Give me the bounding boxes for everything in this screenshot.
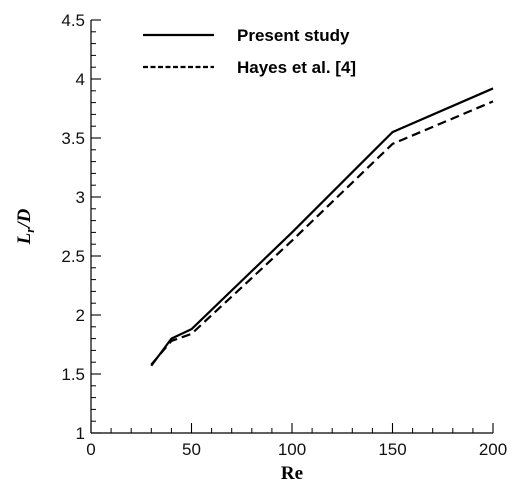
x-ticks: 0 50 100 150 200 (86, 423, 507, 459)
y-tick-label: 3.5 (61, 129, 85, 148)
legend-label-hayes: Hayes et al. [4] (237, 58, 356, 77)
x-tick-label: 100 (278, 440, 306, 459)
legend-label-present-study: Present study (237, 26, 350, 45)
x-axis-title: Re (281, 463, 303, 484)
y-tick-label: 1.5 (61, 365, 85, 384)
x-tick-label: 150 (378, 440, 406, 459)
x-tick-label: 50 (182, 440, 201, 459)
y-axis-title-main: L (14, 233, 35, 246)
y-ticks: 1 1.5 2 2.5 3 3.5 4 4.5 (61, 11, 101, 443)
y-axis-title-subscript: r (22, 227, 37, 233)
legend: Present study Hayes et al. [4] (143, 26, 356, 77)
y-tick-label: 4.5 (61, 11, 85, 30)
y-tick-label: 2 (76, 306, 85, 325)
y-axis-title: Lr/D (14, 208, 37, 245)
y-tick-label: 2.5 (61, 247, 85, 266)
y-tick-label: 4 (76, 70, 85, 89)
y-tick-label: 3 (76, 188, 85, 207)
series-line-hayes (150, 100, 494, 366)
y-axis-title-suffix: /D (14, 208, 35, 229)
series-line-present-study (150, 87, 494, 367)
y-tick-label: 1 (76, 424, 85, 443)
x-tick-label: 200 (479, 440, 507, 459)
series-layer (150, 87, 494, 367)
plot-area: 0 50 100 150 200 1 1.5 2 2.5 3 3.5 4 4.5 (61, 11, 507, 459)
x-tick-label: 0 (86, 440, 95, 459)
